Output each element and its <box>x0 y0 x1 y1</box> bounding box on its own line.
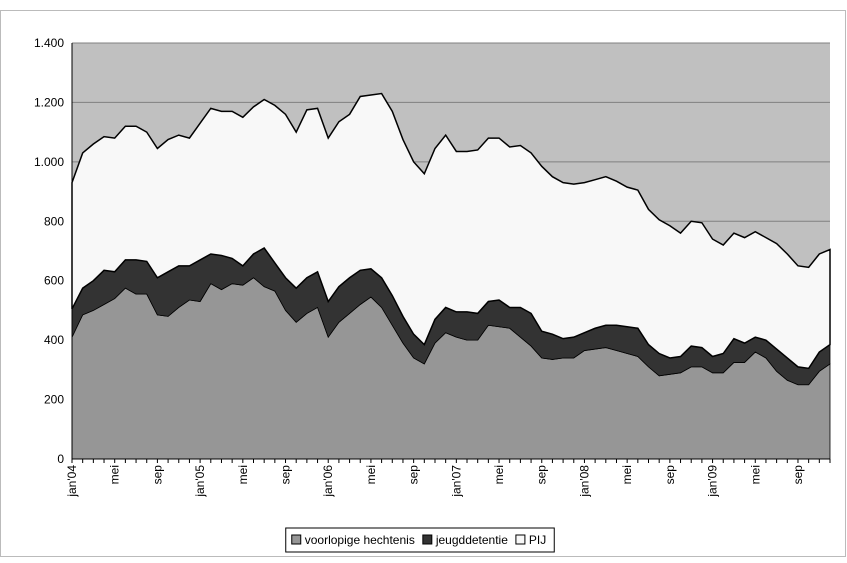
y-tick-label: 600 <box>44 274 64 288</box>
x-tick-label: jan'08 <box>577 465 591 498</box>
legend-label: voorlopige hechtenis <box>305 533 415 547</box>
y-tick-label: 800 <box>44 214 64 228</box>
x-tick-label: sep <box>791 465 805 485</box>
legend-swatch <box>291 534 302 545</box>
x-tick-label: sep <box>663 465 677 485</box>
x-tick-label: mei <box>108 465 122 484</box>
legend-swatch <box>422 534 433 545</box>
y-tick-label: 400 <box>44 333 64 347</box>
x-tick-label: jan'05 <box>193 465 207 498</box>
legend-label: PIJ <box>529 533 546 547</box>
y-tick-label: 1.200 <box>34 95 64 109</box>
x-tick-label: sep <box>407 465 421 485</box>
x-tick-label: mei <box>492 465 506 484</box>
y-tick-label: 1.000 <box>34 155 64 169</box>
legend-swatch <box>515 534 526 545</box>
legend-box <box>285 527 555 553</box>
y-tick-label: 1.400 <box>34 36 64 50</box>
x-tick-label: sep <box>279 465 293 485</box>
area <box>71 92 831 370</box>
x-tick-label: mei <box>748 465 762 484</box>
y-tick-label: 200 <box>44 393 64 407</box>
x-tick-label: sep <box>535 465 549 485</box>
legend-label: jeugddetentie <box>435 533 508 547</box>
x-tick-label: jan'07 <box>449 465 463 498</box>
x-tick-label: sep <box>150 465 164 485</box>
legend: voorlopige hechtenis jeugddetentie PIJ <box>285 527 555 553</box>
x-tick-label: jan'09 <box>706 465 720 498</box>
x-tick-label: jan'04 <box>65 465 79 498</box>
x-tick-label: mei <box>620 465 634 484</box>
x-tick-label: mei <box>364 465 378 484</box>
y-tick-label: 0 <box>57 452 64 466</box>
x-tick-label: jan'06 <box>321 465 335 498</box>
x-tick-label: mei <box>236 465 250 484</box>
